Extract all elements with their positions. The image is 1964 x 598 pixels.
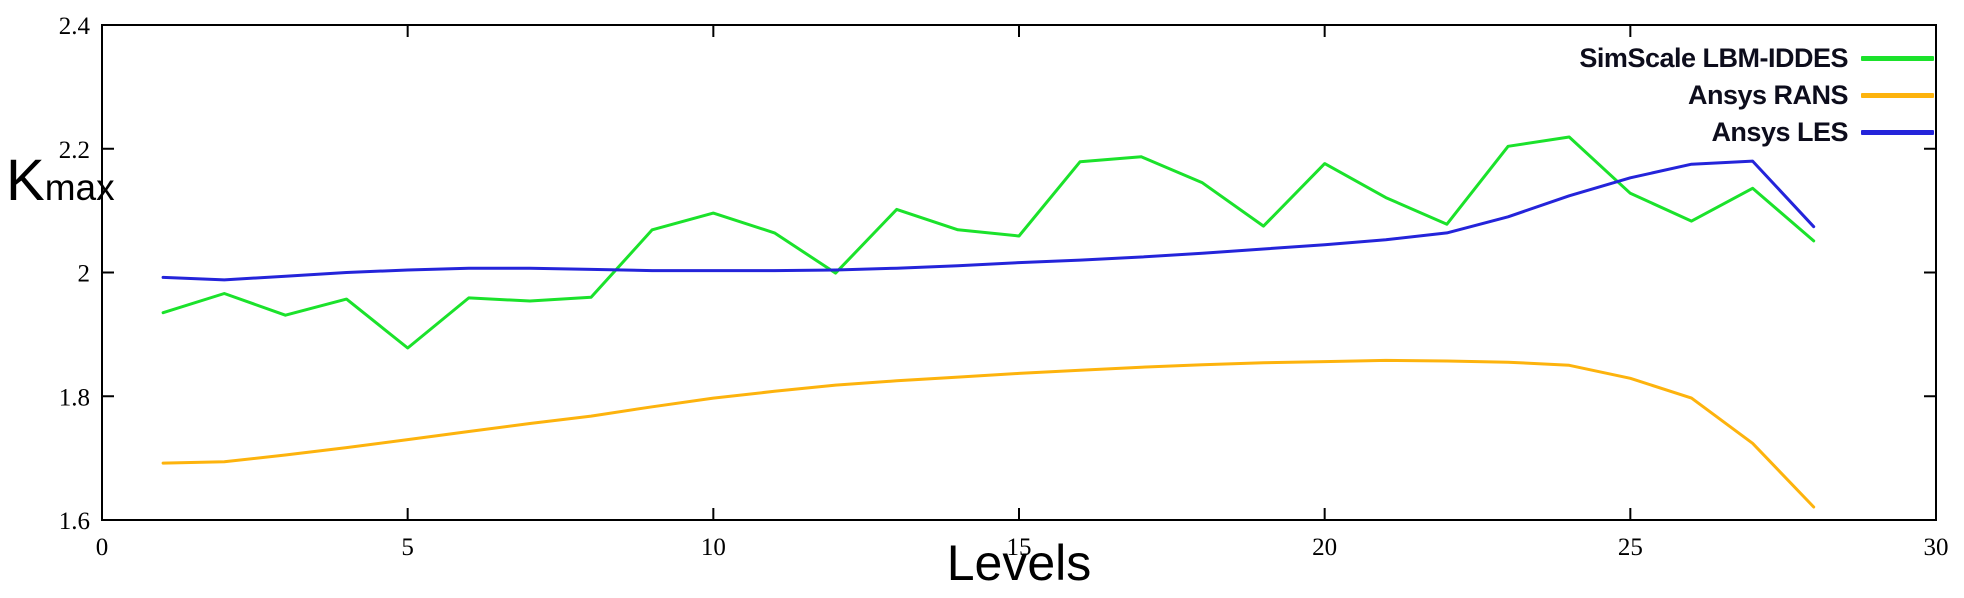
legend: SimScale LBM-IDDES Ansys RANS Ansys LES: [1579, 42, 1934, 155]
y-tick-label: 1.6: [59, 508, 90, 535]
legend-line-sample-ansys-les: [1861, 129, 1934, 135]
y-axis-title-main: K: [6, 148, 45, 213]
legend-row-ansys-les: Ansys LES: [1579, 116, 1934, 147]
legend-row-ansys-rans: Ansys RANS: [1579, 79, 1934, 110]
series-line-simscale-lbm-iddes: [161, 135, 1816, 350]
x-axis-title: Levels: [946, 535, 1092, 591]
y-axis-title: Kmax: [6, 152, 115, 210]
legend-label-ansys-rans: Ansys RANS: [1687, 79, 1849, 110]
x-tick-label: 0: [96, 534, 109, 561]
x-tick-label: 10: [701, 534, 726, 561]
legend-line-sample-ansys-rans: [1861, 92, 1934, 98]
legend-row-simscale: SimScale LBM-IDDES: [1579, 42, 1934, 73]
x-tick-label: 5: [401, 534, 414, 561]
series-line-ansys-rans: [161, 358, 1816, 509]
y-tick-label: 1.8: [59, 384, 90, 411]
legend-label-simscale: SimScale LBM-IDDES: [1579, 42, 1848, 73]
x-tick-label: 30: [1924, 534, 1949, 561]
x-tick-label: 25: [1618, 534, 1643, 561]
x-tick-label: 15: [1007, 534, 1032, 561]
y-tick-label: 2.2: [59, 137, 90, 164]
y-tick-label: 2.4: [59, 13, 91, 40]
legend-label-ansys-les: Ansys LES: [1711, 116, 1848, 147]
y-axis-title-sub: max: [44, 167, 115, 208]
series-line-ansys-les: [161, 159, 1816, 282]
x-tick-label: 20: [1312, 534, 1337, 561]
legend-line-sample-simscale: [1861, 55, 1934, 61]
y-tick-label: 2: [78, 261, 91, 288]
